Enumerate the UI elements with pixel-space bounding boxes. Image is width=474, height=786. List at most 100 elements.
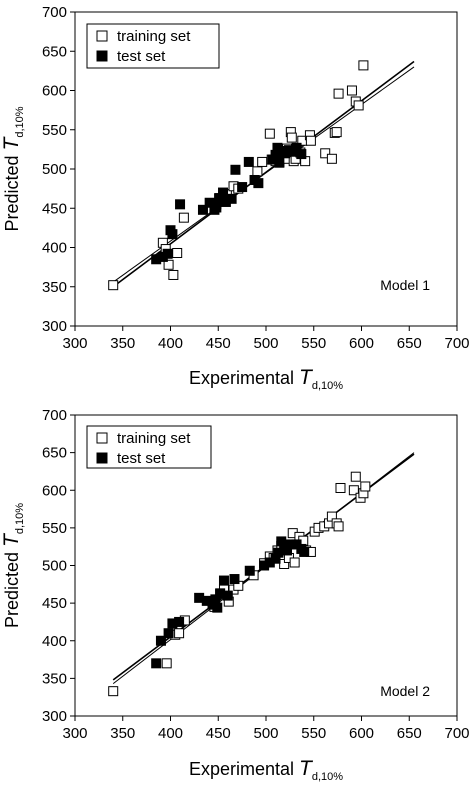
y-axis-title: Predicted Td,10% (0, 106, 26, 231)
x-tick-label: 400 (158, 725, 183, 742)
test-point (151, 658, 162, 669)
y-tick-label: 300 (42, 318, 67, 335)
training-point (108, 686, 119, 697)
test-point (243, 156, 254, 167)
legend-marker-training (96, 432, 108, 444)
y-tick-label: 300 (42, 708, 67, 725)
training-point (172, 247, 183, 258)
y-tick-label: 650 (42, 43, 67, 60)
model-label: Model 2 (380, 683, 430, 699)
x-axis-title: Experimental Td,10% (189, 757, 343, 783)
y-tick-label: 500 (42, 558, 67, 575)
training-point (326, 153, 337, 164)
training-point (286, 132, 297, 143)
training-point (353, 100, 364, 111)
test-point (174, 616, 185, 627)
x-tick-label: 700 (444, 725, 469, 742)
test-point (218, 575, 229, 586)
x-tick-label: 650 (397, 335, 422, 352)
training-point (289, 557, 300, 568)
test-point (274, 157, 285, 168)
training-point (161, 658, 172, 669)
training-point (350, 471, 361, 482)
legend-box (86, 23, 220, 69)
y-tick-label: 350 (42, 670, 67, 687)
test-point (222, 590, 233, 601)
y-tick-label: 700 (42, 407, 67, 424)
y-tick-label: 650 (42, 445, 67, 462)
legend-label: training set (117, 28, 191, 45)
y-tick-label: 400 (42, 240, 67, 257)
model-label: Model 1 (380, 277, 430, 293)
training-point (108, 280, 119, 291)
legend-marker-test (96, 50, 108, 62)
test-point (175, 199, 186, 210)
legend-box (86, 425, 212, 469)
test-point (167, 229, 178, 240)
test-point (226, 193, 237, 204)
x-tick-label: 700 (444, 335, 469, 352)
y-tick-label: 350 (42, 279, 67, 296)
chart-panel-1: 300 350 400 450 500 550 600 650 700 300 350 400 450 5… (0, 4, 470, 392)
test-point (299, 546, 310, 557)
test-point (244, 565, 255, 576)
x-tick-label: 500 (253, 335, 278, 352)
x-tick-label: 450 (206, 335, 231, 352)
test-point (218, 187, 229, 198)
test-point (237, 182, 248, 193)
legend-marker-training (96, 30, 108, 42)
x-tick-label: 650 (397, 725, 422, 742)
training-point (358, 60, 369, 71)
y-tick-label: 400 (42, 633, 67, 650)
x-tick-label: 300 (62, 725, 87, 742)
fit-line-2 (112, 66, 415, 283)
x-tick-label: 500 (253, 725, 278, 742)
training-point (335, 482, 346, 493)
x-tick-label: 550 (301, 335, 326, 352)
y-tick-label: 550 (42, 122, 67, 139)
training-point (168, 269, 179, 280)
test-point (296, 149, 307, 160)
y-tick-label: 500 (42, 161, 67, 178)
legend-label: test set (117, 48, 166, 65)
legend-marker-test (96, 452, 108, 464)
training-point (178, 212, 189, 223)
training-point (360, 481, 371, 492)
test-point (197, 204, 208, 215)
x-tick-label: 600 (349, 725, 374, 742)
training-point (320, 148, 331, 159)
training-point (257, 156, 268, 167)
y-axis-title: Predicted Td,10% (0, 503, 26, 628)
chart-panel-2: 300 350 400 450 500 550 600 650 700 300 350 400 450 5… (0, 407, 470, 783)
x-tick-label: 350 (110, 335, 135, 352)
training-point (333, 521, 344, 532)
y-tick-label: 600 (42, 83, 67, 100)
test-point (212, 602, 223, 613)
test-point (230, 164, 241, 175)
test-point (229, 574, 240, 585)
legend-label: training set (117, 430, 191, 447)
test-point (163, 628, 174, 639)
training-point (264, 128, 275, 139)
x-axis-title: Experimental Td,10% (189, 366, 343, 392)
x-tick-label: 600 (349, 335, 374, 352)
training-point (163, 259, 174, 270)
training-point (346, 85, 357, 96)
x-tick-label: 450 (206, 725, 231, 742)
test-point (253, 178, 264, 189)
training-point (305, 135, 316, 146)
y-tick-label: 450 (42, 200, 67, 217)
training-point (348, 485, 359, 496)
y-tick-label: 450 (42, 595, 67, 612)
test-point (162, 248, 173, 259)
training-point (174, 628, 185, 639)
y-tick-label: 600 (42, 482, 67, 499)
training-point (252, 166, 263, 177)
test-point (155, 635, 166, 646)
y-tick-label: 700 (42, 4, 67, 21)
x-tick-label: 300 (62, 335, 87, 352)
x-tick-label: 550 (301, 725, 326, 742)
legend-label: test set (117, 450, 166, 467)
x-tick-label: 350 (110, 725, 135, 742)
